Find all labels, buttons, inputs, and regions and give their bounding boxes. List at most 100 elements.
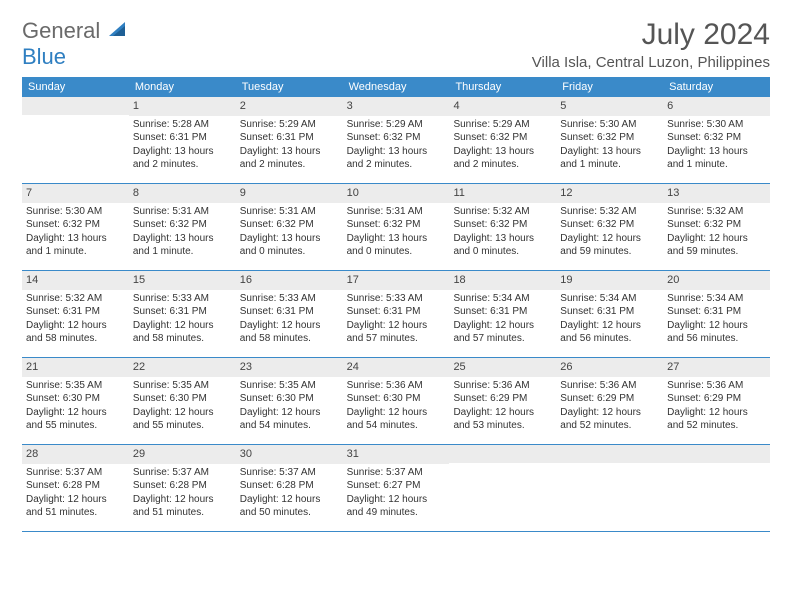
calendar-cell: 29Sunrise: 5:37 AMSunset: 6:28 PMDayligh… <box>129 445 236 531</box>
daylight-text-2: and 58 minutes. <box>133 332 232 346</box>
daylight-text-1: Daylight: 12 hours <box>667 232 766 246</box>
sunrise-text: Sunrise: 5:33 AM <box>347 292 446 306</box>
daylight-text-1: Daylight: 12 hours <box>347 493 446 507</box>
daylight-text-1: Daylight: 12 hours <box>26 406 125 420</box>
daylight-text-2: and 57 minutes. <box>347 332 446 346</box>
daylight-text-1: Daylight: 12 hours <box>240 406 339 420</box>
daylight-text-1: Daylight: 12 hours <box>347 319 446 333</box>
calendar-cell: 26Sunrise: 5:36 AMSunset: 6:29 PMDayligh… <box>556 358 663 444</box>
sunrise-text: Sunrise: 5:37 AM <box>240 466 339 480</box>
sunrise-text: Sunrise: 5:35 AM <box>26 379 125 393</box>
calendar-cell: 15Sunrise: 5:33 AMSunset: 6:31 PMDayligh… <box>129 271 236 357</box>
date-number: 25 <box>449 358 556 377</box>
date-number: 14 <box>22 271 129 290</box>
sunrise-text: Sunrise: 5:34 AM <box>453 292 552 306</box>
sunrise-text: Sunrise: 5:36 AM <box>667 379 766 393</box>
sunrise-text: Sunrise: 5:37 AM <box>133 466 232 480</box>
sunset-text: Sunset: 6:32 PM <box>560 218 659 232</box>
daylight-text-1: Daylight: 13 hours <box>133 232 232 246</box>
weeks-container: 1Sunrise: 5:28 AMSunset: 6:31 PMDaylight… <box>22 97 770 532</box>
date-number: 4 <box>449 97 556 116</box>
daylight-text-2: and 49 minutes. <box>347 506 446 520</box>
calendar-cell: 18Sunrise: 5:34 AMSunset: 6:31 PMDayligh… <box>449 271 556 357</box>
sunrise-text: Sunrise: 5:28 AM <box>133 118 232 132</box>
daylight-text-1: Daylight: 12 hours <box>133 493 232 507</box>
date-number: 13 <box>663 184 770 203</box>
calendar-cell <box>663 445 770 531</box>
sunset-text: Sunset: 6:29 PM <box>667 392 766 406</box>
sunset-text: Sunset: 6:28 PM <box>26 479 125 493</box>
calendar-cell: 21 Sunrise: 5:35 AMSunset: 6:30 PMDayligh… <box>22 358 129 444</box>
date-number: 11 <box>449 184 556 203</box>
daylight-text-2: and 1 minute. <box>560 158 659 172</box>
date-number: 29 <box>129 445 236 464</box>
sunset-text: Sunset: 6:32 PM <box>560 131 659 145</box>
daylight-text-2: and 59 minutes. <box>667 245 766 259</box>
daylight-text-2: and 52 minutes. <box>560 419 659 433</box>
sunset-text: Sunset: 6:32 PM <box>347 218 446 232</box>
sunset-text: Sunset: 6:30 PM <box>26 392 125 406</box>
sunrise-text: Sunrise: 5:35 AM <box>133 379 232 393</box>
sunset-text: Sunset: 6:32 PM <box>347 131 446 145</box>
sunset-text: Sunset: 6:31 PM <box>240 305 339 319</box>
daylight-text-2: and 1 minute. <box>133 245 232 259</box>
date-number <box>663 445 770 463</box>
sunrise-text: Sunrise: 5:31 AM <box>133 205 232 219</box>
calendar-cell: 17Sunrise: 5:33 AMSunset: 6:31 PMDayligh… <box>343 271 450 357</box>
location-text: Villa Isla, Central Luzon, Philippines <box>532 54 770 71</box>
calendar-cell: 25Sunrise: 5:36 AMSunset: 6:29 PMDayligh… <box>449 358 556 444</box>
date-number: 24 <box>343 358 450 377</box>
calendar-cell: 23Sunrise: 5:35 AMSunset: 6:30 PMDayligh… <box>236 358 343 444</box>
daylight-text-1: Daylight: 13 hours <box>453 232 552 246</box>
daylight-text-1: Daylight: 12 hours <box>560 406 659 420</box>
daylight-text-1: Daylight: 12 hours <box>347 406 446 420</box>
daylight-text-1: Daylight: 13 hours <box>453 145 552 159</box>
date-number: 21 <box>22 358 129 377</box>
daylight-text-2: and 57 minutes. <box>453 332 552 346</box>
calendar-cell: 27Sunrise: 5:36 AMSunset: 6:29 PMDayligh… <box>663 358 770 444</box>
date-number: 7 <box>22 184 129 203</box>
daylight-text-1: Daylight: 13 hours <box>240 232 339 246</box>
calendar-cell <box>22 97 129 183</box>
calendar-cell: 10Sunrise: 5:31 AMSunset: 6:32 PMDayligh… <box>343 184 450 270</box>
calendar-cell: 2Sunrise: 5:29 AMSunset: 6:31 PMDaylight… <box>236 97 343 183</box>
sunset-text: Sunset: 6:30 PM <box>240 392 339 406</box>
day-header: Sunday <box>22 81 129 93</box>
day-header: Monday <box>129 81 236 93</box>
daylight-text-2: and 0 minutes. <box>347 245 446 259</box>
calendar-cell: 31Sunrise: 5:37 AMSunset: 6:27 PMDayligh… <box>343 445 450 531</box>
calendar-cell: 28Sunrise: 5:37 AMSunset: 6:28 PMDayligh… <box>22 445 129 531</box>
calendar-cell: 9Sunrise: 5:31 AMSunset: 6:32 PMDaylight… <box>236 184 343 270</box>
daylight-text-1: Daylight: 13 hours <box>133 145 232 159</box>
week-row: 28Sunrise: 5:37 AMSunset: 6:28 PMDayligh… <box>22 445 770 532</box>
sunset-text: Sunset: 6:32 PM <box>453 131 552 145</box>
daylight-text-2: and 54 minutes. <box>347 419 446 433</box>
daylight-text-2: and 58 minutes. <box>240 332 339 346</box>
sunrise-text: Sunrise: 5:29 AM <box>453 118 552 132</box>
date-number: 30 <box>236 445 343 464</box>
sunset-text: Sunset: 6:32 PM <box>667 131 766 145</box>
sunrise-text: Sunrise: 5:35 AM <box>240 379 339 393</box>
date-number: 18 <box>449 271 556 290</box>
date-number: 10 <box>343 184 450 203</box>
daylight-text-2: and 59 minutes. <box>560 245 659 259</box>
sunrise-text: Sunrise: 5:36 AM <box>347 379 446 393</box>
daylight-text-2: and 56 minutes. <box>667 332 766 346</box>
date-number <box>556 445 663 463</box>
calendar-cell: 22Sunrise: 5:35 AMSunset: 6:30 PMDayligh… <box>129 358 236 444</box>
sunset-text: Sunset: 6:32 PM <box>133 218 232 232</box>
daylight-text-2: and 55 minutes. <box>133 419 232 433</box>
daylight-text-2: and 1 minute. <box>667 158 766 172</box>
sunset-text: Sunset: 6:31 PM <box>453 305 552 319</box>
sunrise-text: Sunrise: 5:32 AM <box>560 205 659 219</box>
date-number: 12 <box>556 184 663 203</box>
sunset-text: Sunset: 6:31 PM <box>667 305 766 319</box>
calendar-cell: 20Sunrise: 5:34 AMSunset: 6:31 PMDayligh… <box>663 271 770 357</box>
calendar-cell: 8Sunrise: 5:31 AMSunset: 6:32 PMDaylight… <box>129 184 236 270</box>
daylight-text-1: Daylight: 12 hours <box>26 319 125 333</box>
daylight-text-1: Daylight: 12 hours <box>240 319 339 333</box>
daylight-text-1: Daylight: 13 hours <box>347 145 446 159</box>
date-number: 27 <box>663 358 770 377</box>
week-row: 1Sunrise: 5:28 AMSunset: 6:31 PMDaylight… <box>22 97 770 184</box>
daylight-text-2: and 2 minutes. <box>453 158 552 172</box>
